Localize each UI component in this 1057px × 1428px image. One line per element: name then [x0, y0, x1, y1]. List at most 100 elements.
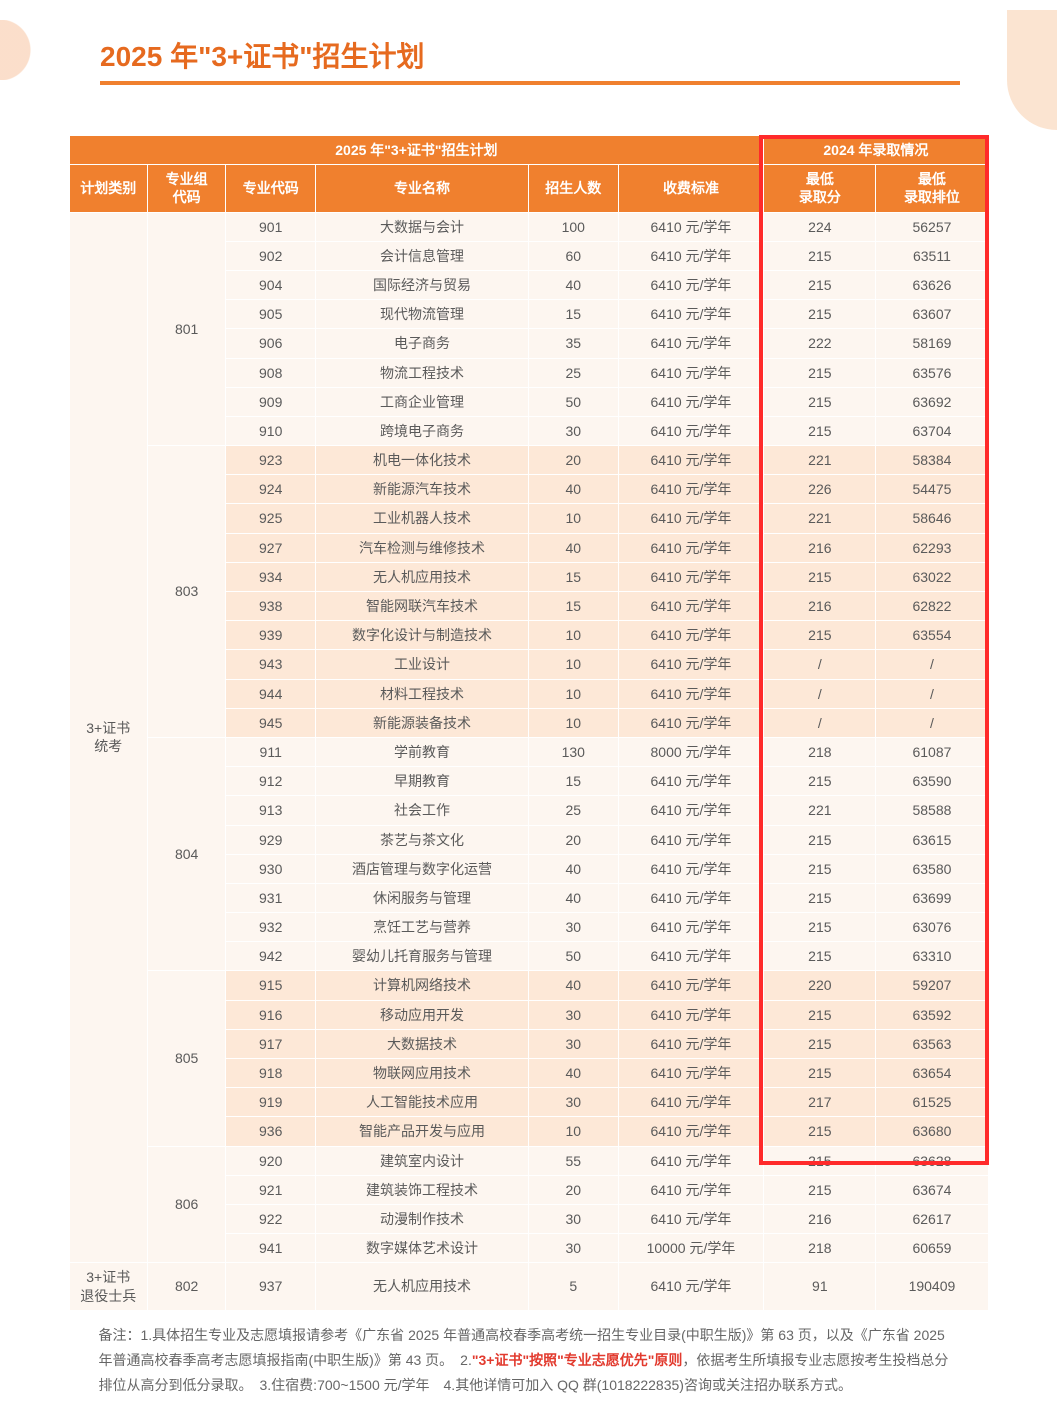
- cell-cnt: 25: [528, 358, 618, 387]
- col-c8: 最低 录取排位: [876, 165, 988, 212]
- cell-fee: 6410 元/学年: [618, 708, 764, 737]
- cell-score: 215: [764, 1117, 876, 1146]
- cell-fee: 8000 元/学年: [618, 737, 764, 766]
- cell-rank: 61087: [876, 737, 988, 766]
- cell-code: 915: [226, 971, 316, 1000]
- cell-cnt: 10: [528, 1117, 618, 1146]
- cell-rank: 54475: [876, 475, 988, 504]
- cell-code: 917: [226, 1029, 316, 1058]
- cell-score: 215: [764, 562, 876, 591]
- cell-cnt: 40: [528, 854, 618, 883]
- cell-fee: 6410 元/学年: [618, 475, 764, 504]
- cell-cnt: 50: [528, 942, 618, 971]
- cell-rank: 63580: [876, 854, 988, 883]
- page-title: 2025 年"3+证书"招生计划: [100, 35, 960, 75]
- cell-code: 918: [226, 1059, 316, 1088]
- cell-name: 大数据技术: [316, 1029, 529, 1058]
- cell-rank: 63654: [876, 1059, 988, 1088]
- cell-code: 929: [226, 825, 316, 854]
- cell-name: 数字媒体艺术设计: [316, 1234, 529, 1263]
- cell-code: 901: [226, 212, 316, 241]
- cell-code: 904: [226, 270, 316, 299]
- cell-name: 新能源装备技术: [316, 708, 529, 737]
- cell-cnt: 20: [528, 446, 618, 475]
- cell-fee: 6410 元/学年: [618, 1117, 764, 1146]
- cell-cnt: 5: [528, 1263, 618, 1310]
- cell-rank: 62293: [876, 533, 988, 562]
- col-c3: 专业代码: [226, 165, 316, 212]
- cell-name: 智能产品开发与应用: [316, 1117, 529, 1146]
- cell-code: 941: [226, 1234, 316, 1263]
- cell-score: /: [764, 650, 876, 679]
- cell-fee: 6410 元/学年: [618, 416, 764, 445]
- cell-code: 930: [226, 854, 316, 883]
- cell-rank: 63576: [876, 358, 988, 387]
- cell-rank: 63699: [876, 883, 988, 912]
- cell-rank: 63076: [876, 913, 988, 942]
- cell-name: 婴幼儿托育服务与管理: [316, 942, 529, 971]
- cell-code: 942: [226, 942, 316, 971]
- cell-code: 908: [226, 358, 316, 387]
- table-row: 806920建筑室内设计556410 元/学年21563628: [69, 1146, 988, 1175]
- cell-code: 934: [226, 562, 316, 591]
- col-c2: 专业组 代码: [147, 165, 225, 212]
- cell-fee: 6410 元/学年: [618, 1088, 764, 1117]
- cell-cnt: 30: [528, 1088, 618, 1117]
- cell-score: 215: [764, 825, 876, 854]
- cell-name: 跨境电子商务: [316, 416, 529, 445]
- cell-rank: 63628: [876, 1146, 988, 1175]
- cell-rank: /: [876, 650, 988, 679]
- group-code: 802: [147, 1263, 225, 1310]
- cell-name: 移动应用开发: [316, 1000, 529, 1029]
- cell-fee: 6410 元/学年: [618, 300, 764, 329]
- cell-score: 222: [764, 329, 876, 358]
- cell-rank: 63607: [876, 300, 988, 329]
- decor-top-right: [1007, 10, 1057, 130]
- cell-rank: 63022: [876, 562, 988, 591]
- group-code: 805: [147, 971, 225, 1146]
- cell-name: 动漫制作技术: [316, 1204, 529, 1233]
- cell-code: 924: [226, 475, 316, 504]
- cell-cnt: 40: [528, 533, 618, 562]
- cell-cnt: 40: [528, 971, 618, 1000]
- cell-cnt: 55: [528, 1146, 618, 1175]
- cell-score: 218: [764, 1234, 876, 1263]
- table-head: 2025 年"3+证书"招生计划 2024 年录取情况 计划类别专业组 代码专业…: [69, 136, 988, 213]
- cell-score: 215: [764, 913, 876, 942]
- cell-score: 215: [764, 1059, 876, 1088]
- cell-code: 932: [226, 913, 316, 942]
- cell-rank: 61525: [876, 1088, 988, 1117]
- cell-fee: 6410 元/学年: [618, 1263, 764, 1310]
- cell-rank: /: [876, 679, 988, 708]
- cell-code: 912: [226, 767, 316, 796]
- cell-code: 902: [226, 241, 316, 270]
- cell-fee: 6410 元/学年: [618, 212, 764, 241]
- cell-code: 927: [226, 533, 316, 562]
- cell-fee: 6410 元/学年: [618, 358, 764, 387]
- cell-rank: 63592: [876, 1000, 988, 1029]
- cell-rank: 63310: [876, 942, 988, 971]
- cell-score: 220: [764, 971, 876, 1000]
- cell-score: 215: [764, 942, 876, 971]
- cell-score: 216: [764, 1204, 876, 1233]
- cell-rank: 56257: [876, 212, 988, 241]
- cell-score: 215: [764, 854, 876, 883]
- cell-name: 工业机器人技术: [316, 504, 529, 533]
- cell-name: 学前教育: [316, 737, 529, 766]
- cell-fee: 6410 元/学年: [618, 854, 764, 883]
- cell-score: 221: [764, 446, 876, 475]
- cell-score: 217: [764, 1088, 876, 1117]
- table-row: 805915计算机网络技术406410 元/学年22059207: [69, 971, 988, 1000]
- cell-cnt: 20: [528, 825, 618, 854]
- cell-name: 茶艺与茶文化: [316, 825, 529, 854]
- cell-score: 215: [764, 358, 876, 387]
- cell-cnt: 10: [528, 504, 618, 533]
- cell-name: 社会工作: [316, 796, 529, 825]
- cell-code: 913: [226, 796, 316, 825]
- cell-name: 休闲服务与管理: [316, 883, 529, 912]
- cell-fee: 6410 元/学年: [618, 767, 764, 796]
- decor-top-left: [0, 20, 40, 80]
- cell-score: 215: [764, 1175, 876, 1204]
- cell-rank: 63626: [876, 270, 988, 299]
- cell-rank: 190409: [876, 1263, 988, 1310]
